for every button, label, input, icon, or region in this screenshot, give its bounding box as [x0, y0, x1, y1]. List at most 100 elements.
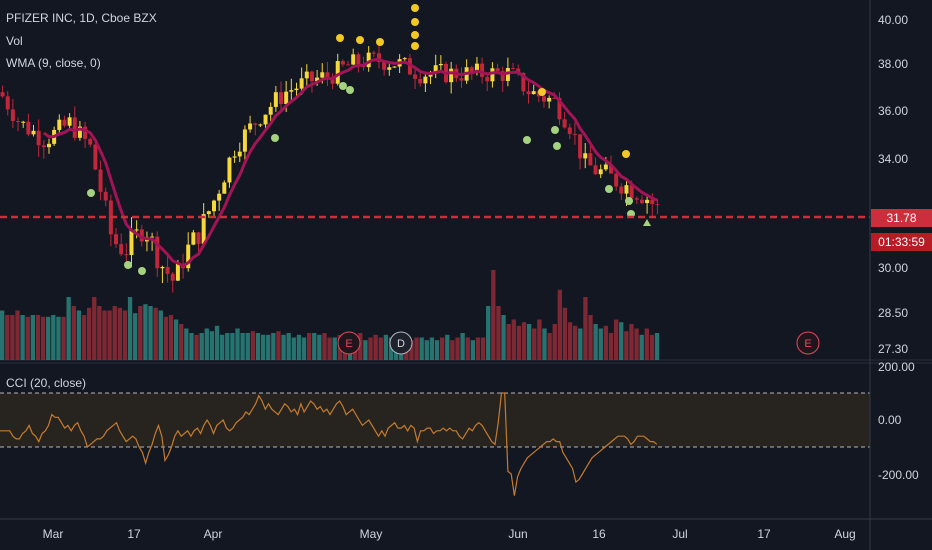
event-circle [796, 331, 820, 355]
candle-body [242, 129, 247, 152]
volume-bar [81, 315, 87, 360]
volume-bar [491, 270, 496, 360]
volume-bar [122, 310, 128, 360]
price-tick-label: 28.50 [878, 306, 908, 320]
volume-bar [455, 337, 460, 360]
candle-body [335, 61, 340, 84]
candle-body [46, 143, 51, 148]
candle-body [165, 267, 170, 274]
candle-body [609, 164, 614, 174]
volume-bar [608, 333, 614, 360]
volume-bar [619, 322, 624, 360]
event-circle [389, 331, 413, 355]
volume-bar [173, 319, 179, 360]
candle-body [413, 74, 418, 79]
candlesticks [0, 43, 660, 293]
volume-bar [286, 333, 291, 360]
signal-dot-green [551, 126, 559, 134]
candle-body [227, 157, 232, 183]
signal-dot-green [87, 189, 95, 197]
candle-body [459, 78, 464, 81]
cci-band-fill [0, 393, 870, 447]
wma-legend: WMA (9, close, 0) [6, 56, 101, 70]
volume-bar [276, 331, 281, 360]
price-tick-label: 36.00 [878, 104, 908, 118]
volume-bar [542, 328, 547, 360]
candle-body [160, 267, 165, 269]
candle-body [31, 130, 36, 135]
candle-body [289, 90, 294, 92]
volume-bar [578, 328, 583, 360]
volume-bar [598, 328, 603, 360]
candle-body [639, 199, 644, 204]
volume-bar [158, 310, 163, 360]
volume-bar [76, 310, 82, 360]
candle-body [655, 204, 660, 206]
candle-body [557, 97, 562, 120]
candle-body [423, 76, 428, 84]
cci-tick-label: 200.00 [878, 360, 915, 374]
candle-body [21, 121, 26, 123]
signal-dot-yellow [411, 31, 419, 39]
candle-body [562, 119, 567, 128]
volume-bar [179, 324, 184, 360]
volume-bars [0, 270, 660, 360]
signal-triangle [643, 219, 651, 226]
volume-bar [20, 315, 25, 360]
volume-bar [521, 322, 527, 360]
volume-bar [588, 315, 593, 360]
price-tick-label: 38.00 [878, 57, 908, 71]
volume-bar [266, 334, 271, 360]
volume-bar [184, 328, 189, 360]
volume-bar [71, 306, 76, 360]
candle-body [294, 88, 299, 91]
candle-body [186, 244, 191, 269]
volume-bar [383, 334, 389, 360]
candle-body [371, 52, 376, 54]
volume-bar [138, 306, 143, 360]
candle-body [624, 185, 629, 194]
signal-dot-green [553, 142, 561, 150]
candle-body [248, 123, 253, 130]
candle-body [170, 273, 175, 281]
volume-bar [66, 297, 71, 360]
volume-bar [317, 334, 322, 360]
cci-line [0, 392, 658, 496]
candle-body [593, 165, 598, 175]
volume-bar [112, 306, 117, 360]
candle-body [26, 121, 31, 135]
event-marker-2[interactable]: E [796, 331, 820, 355]
volume-bar [10, 315, 15, 360]
candle-body [268, 106, 273, 115]
signal-dot-yellow [411, 4, 419, 12]
volume-bar [496, 306, 501, 360]
volume-bar [230, 333, 235, 360]
event-marker-0[interactable]: E [337, 331, 361, 355]
volume-bar [220, 334, 225, 360]
volume-bar [567, 322, 573, 360]
event-marker-1[interactable]: D [389, 331, 413, 355]
volume-bar [613, 319, 619, 360]
candle-body [428, 73, 433, 77]
volume-bar [5, 315, 10, 360]
candle-body [201, 214, 206, 244]
candle-body [485, 76, 490, 82]
volume-bar [552, 324, 557, 360]
candle-body [299, 78, 304, 89]
candle-body [93, 144, 98, 170]
volume-legend: Vol [6, 34, 23, 48]
axis-tick-labels: 40.00 38.00 36.00 34.00 30.00 28.50 27.30 200.0… [43, 13, 919, 541]
volume-bar [419, 337, 424, 360]
volume-bar [470, 340, 476, 360]
volume-bar [214, 325, 220, 360]
candle-body [578, 134, 583, 159]
volume-bar [322, 333, 327, 360]
candle-body [10, 109, 15, 122]
wma-polyline [42, 57, 658, 268]
volume-bar [629, 324, 634, 360]
volume-bar [332, 337, 337, 360]
volume-bar [506, 324, 511, 360]
candle-body [418, 78, 423, 84]
